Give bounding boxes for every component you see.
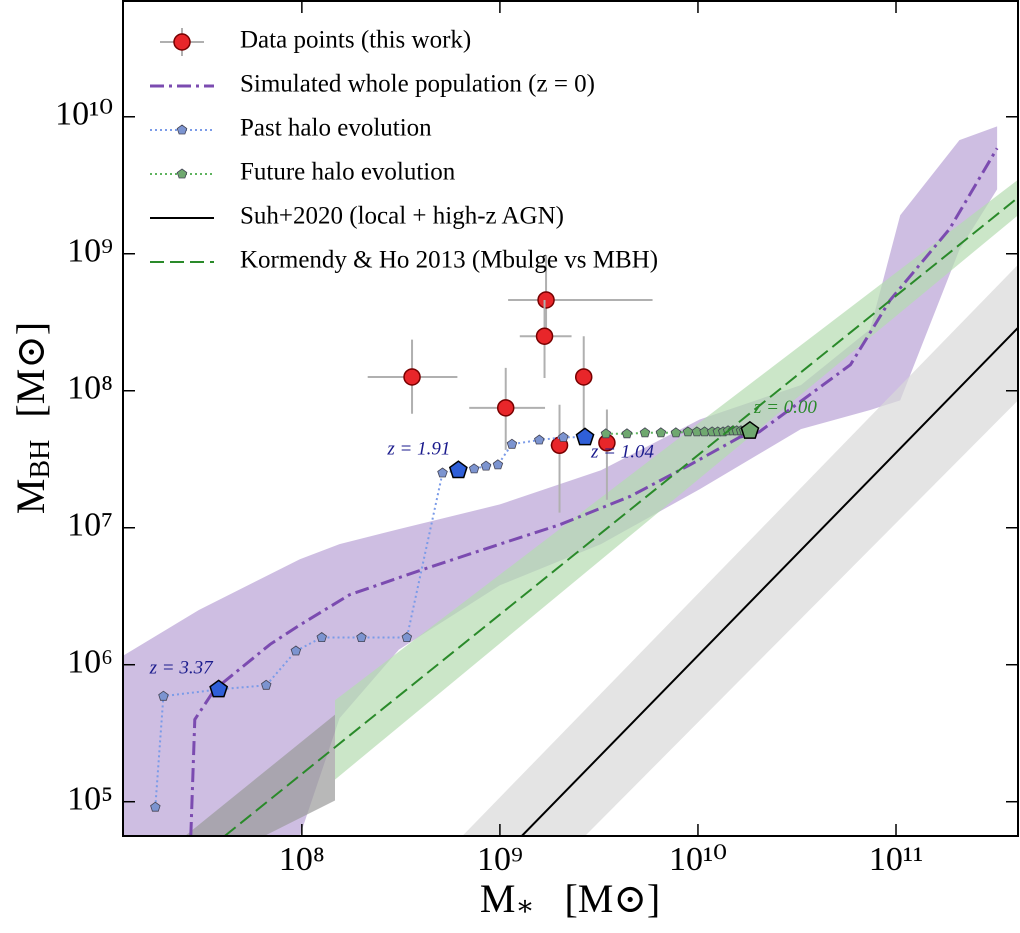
legend-label: Simulated whole population (z = 0): [240, 71, 595, 98]
marker: [600, 428, 612, 439]
plot-area: [123, 126, 1018, 836]
highlight-marker: [209, 679, 229, 698]
y-tick-label: 10⁵: [67, 781, 113, 818]
x-tick-label: 10⁹: [477, 841, 523, 878]
marker: [401, 632, 413, 642]
y-tick-label: 10⁷: [67, 507, 113, 544]
marker: [558, 431, 569, 442]
marker: [655, 427, 667, 438]
y-tick-label: 10¹⁰: [55, 96, 113, 133]
axes-frame: [122, 0, 1019, 837]
band: [462, 264, 1018, 836]
data-point: [403, 368, 421, 386]
data-point: [537, 291, 555, 309]
legend-swatch: [173, 33, 191, 51]
x-tick-label: 10¹¹: [869, 841, 923, 878]
point-label: z = 0.00: [753, 397, 817, 418]
marker: [621, 428, 633, 439]
band: [184, 714, 335, 836]
marker: [492, 459, 504, 470]
legend-label: Kormendy & Ho 2013 (Mbulge vs MBH): [240, 247, 658, 274]
y-label-unit: [M⊙]: [8, 322, 53, 418]
y-tick-label: 10⁹: [67, 233, 113, 270]
line: [224, 196, 1018, 836]
marker: [480, 460, 492, 471]
band: [334, 179, 1018, 780]
data-point: [535, 327, 554, 345]
legend-label: Past halo evolution: [240, 115, 432, 142]
line: [189, 147, 999, 836]
point-label: z = 1.04: [590, 442, 654, 463]
x-tick-label: 10¹⁰: [669, 841, 727, 878]
highlight-marker: [740, 420, 760, 439]
legend-label: Future halo evolution: [240, 159, 456, 186]
highlight-marker: [448, 460, 468, 479]
legend-swatch: [176, 124, 188, 135]
x-label-main: M: [480, 876, 516, 921]
marker: [356, 632, 367, 642]
y-tick-label: 10⁶: [67, 644, 113, 681]
marker: [670, 427, 682, 438]
marker: [290, 645, 302, 656]
marker: [316, 632, 327, 642]
data-point: [496, 399, 515, 417]
legend-label: Suh+2020 (local + high-z AGN): [240, 203, 564, 230]
y-axis-label: MBH [M⊙]: [8, 322, 56, 514]
line: [521, 327, 1018, 836]
band: [123, 126, 998, 836]
marker: [682, 426, 694, 437]
x-label-sub: ∗: [515, 891, 534, 922]
legend-label: Data points (this work): [240, 27, 471, 54]
marker: [158, 690, 169, 701]
y-tick-label: 10⁸: [67, 370, 113, 407]
marker: [437, 467, 448, 478]
axes: 10⁸ 10⁹ 10¹⁰ 10¹¹ 10⁵ 10⁶ 10⁷ 10⁸ 10⁹ 10¹⁰: [55, 1, 1018, 878]
point-label: z = 1.91: [386, 439, 450, 460]
data-point: [574, 368, 593, 386]
marker: [534, 434, 545, 445]
y-label-sub: BH: [25, 440, 56, 479]
x-axis-label: M∗ [M⊙]: [480, 876, 660, 922]
marker: [468, 463, 480, 474]
marker: [506, 438, 518, 449]
marker: [150, 801, 161, 812]
y-label-main: M: [8, 479, 53, 515]
point-label: z = 3.37: [149, 658, 214, 679]
legend: Data points (this work) Simulated whole p…: [150, 27, 658, 274]
highlight-marker: [575, 427, 595, 446]
x-tick-label: 10⁸: [279, 841, 325, 878]
legend-swatch: [176, 168, 188, 179]
marker: [261, 679, 272, 690]
marker: [639, 427, 651, 438]
x-label-unit: [M⊙]: [564, 876, 660, 921]
